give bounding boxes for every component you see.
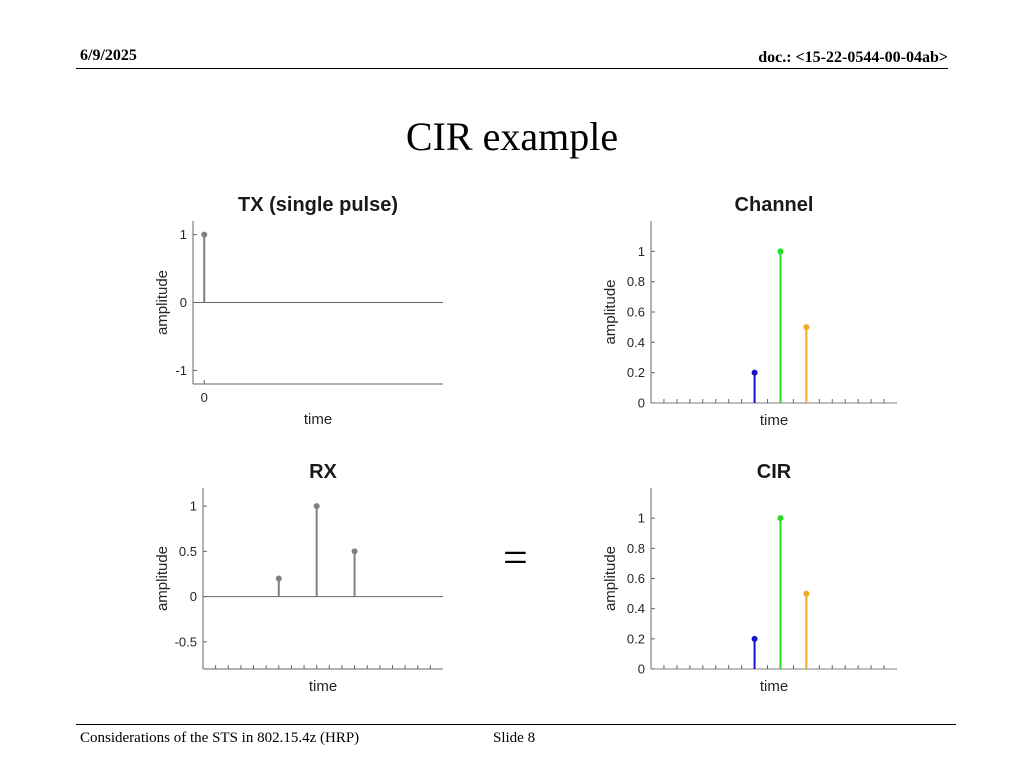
y-tick-label: 1 bbox=[180, 227, 187, 242]
footer-slide-number: Slide 8 bbox=[493, 730, 536, 746]
chart-rx: RX -0.5 0 0.5 1 time amplitude bbox=[154, 461, 443, 695]
stem-marker bbox=[275, 575, 282, 582]
equals-sign: = bbox=[503, 533, 528, 582]
chart-cir: CIR 0 0.2 0.4 0.6 0.8 1 time amplitude bbox=[602, 461, 897, 695]
y-tick-label: 0.8 bbox=[627, 541, 645, 556]
y-tick-label: 0 bbox=[180, 295, 187, 310]
stem-marker bbox=[803, 590, 810, 597]
chart-title: CIR bbox=[757, 461, 792, 483]
y-tick-label: 0.2 bbox=[627, 631, 645, 646]
y-tick-label: 0.5 bbox=[179, 544, 197, 559]
footer-divider bbox=[76, 724, 956, 725]
chart-title: RX bbox=[309, 461, 337, 483]
x-axis-label: time bbox=[304, 411, 332, 428]
x-tick-label: 0 bbox=[201, 390, 208, 405]
chart-title: Channel bbox=[735, 194, 814, 216]
y-tick-label: 0.8 bbox=[627, 274, 645, 289]
header-doc-id: doc.: <15-22-0544-00-04ab> bbox=[758, 49, 948, 66]
stem-marker bbox=[777, 515, 784, 522]
y-tick-label: 1 bbox=[638, 511, 645, 526]
y-tick-label: -0.5 bbox=[175, 634, 197, 649]
y-axis-label: amplitude bbox=[154, 546, 171, 611]
stem-marker bbox=[803, 324, 810, 331]
y-tick-label: -1 bbox=[175, 363, 187, 378]
chart-channel: Channel 0 0.2 0.4 0.6 0.8 1 time amplitude bbox=[602, 194, 897, 429]
y-tick-label: 0.6 bbox=[627, 305, 645, 320]
x-axis-label: time bbox=[760, 412, 788, 429]
y-tick-label: 0.4 bbox=[627, 601, 645, 616]
y-tick-label: 0.6 bbox=[627, 571, 645, 586]
stem-marker bbox=[201, 231, 208, 238]
stem-marker bbox=[777, 248, 784, 255]
x-axis-label: time bbox=[309, 678, 337, 695]
y-tick-label: 1 bbox=[638, 244, 645, 259]
y-axis-label: amplitude bbox=[154, 270, 171, 335]
stem-marker bbox=[313, 503, 320, 510]
y-tick-label: 0.4 bbox=[627, 335, 645, 350]
y-tick-label: 0 bbox=[638, 662, 645, 677]
stem-marker bbox=[751, 369, 758, 376]
y-tick-label: 0.2 bbox=[627, 365, 645, 380]
header-date: 6/9/2025 bbox=[80, 47, 137, 64]
x-axis-label: time bbox=[760, 678, 788, 695]
footer-presentation-title: Considerations of the STS in 802.15.4z (… bbox=[80, 730, 360, 746]
header-divider bbox=[76, 68, 948, 69]
y-tick-label: 0 bbox=[190, 589, 197, 604]
y-axis-label: amplitude bbox=[602, 546, 619, 611]
chart-title: TX (single pulse) bbox=[238, 194, 398, 216]
stem-marker bbox=[751, 635, 758, 642]
slide-title: CIR example bbox=[405, 114, 619, 159]
y-tick-label: 0 bbox=[638, 396, 645, 411]
y-axis-label: amplitude bbox=[602, 279, 619, 344]
y-tick-label: 1 bbox=[190, 499, 197, 514]
stem-marker bbox=[351, 548, 358, 555]
chart-tx: TX (single pulse) -1 0 1 0 time amplitude bbox=[154, 194, 443, 428]
